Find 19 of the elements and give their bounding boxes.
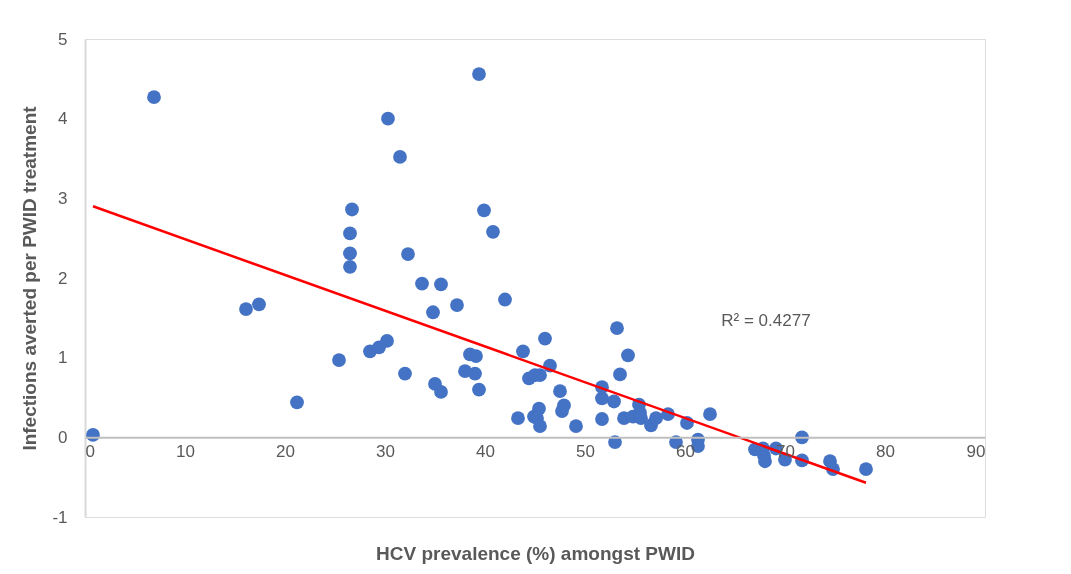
y-tick-label: 0 bbox=[58, 427, 68, 447]
x-tick-label: 30 bbox=[376, 441, 395, 461]
x-tick-label: 80 bbox=[876, 441, 895, 461]
x-axis-title: HCV prevalence (%) amongst PWID bbox=[376, 542, 695, 564]
x-tick-label: 90 bbox=[966, 441, 986, 461]
y-axis-title: Infections averted per PWID treatment bbox=[19, 105, 41, 451]
x-tick-label: 0 bbox=[85, 441, 95, 461]
y-tick-label: 1 bbox=[58, 348, 68, 368]
x-tick-label: 60 bbox=[676, 441, 695, 461]
y-tick-label: -1 bbox=[52, 507, 68, 527]
y-tick-label: 5 bbox=[58, 29, 68, 49]
x-tick-label: 40 bbox=[476, 441, 495, 461]
x-tick-label: 10 bbox=[176, 441, 195, 461]
x-tick-label: 50 bbox=[576, 441, 595, 461]
y-tick-label: 2 bbox=[58, 268, 68, 288]
x-tick-label: 20 bbox=[276, 441, 295, 461]
y-tick-label: 4 bbox=[58, 109, 68, 129]
annotation: R² = 0.4277 bbox=[721, 311, 811, 331]
y-tick-label: 3 bbox=[58, 188, 68, 208]
